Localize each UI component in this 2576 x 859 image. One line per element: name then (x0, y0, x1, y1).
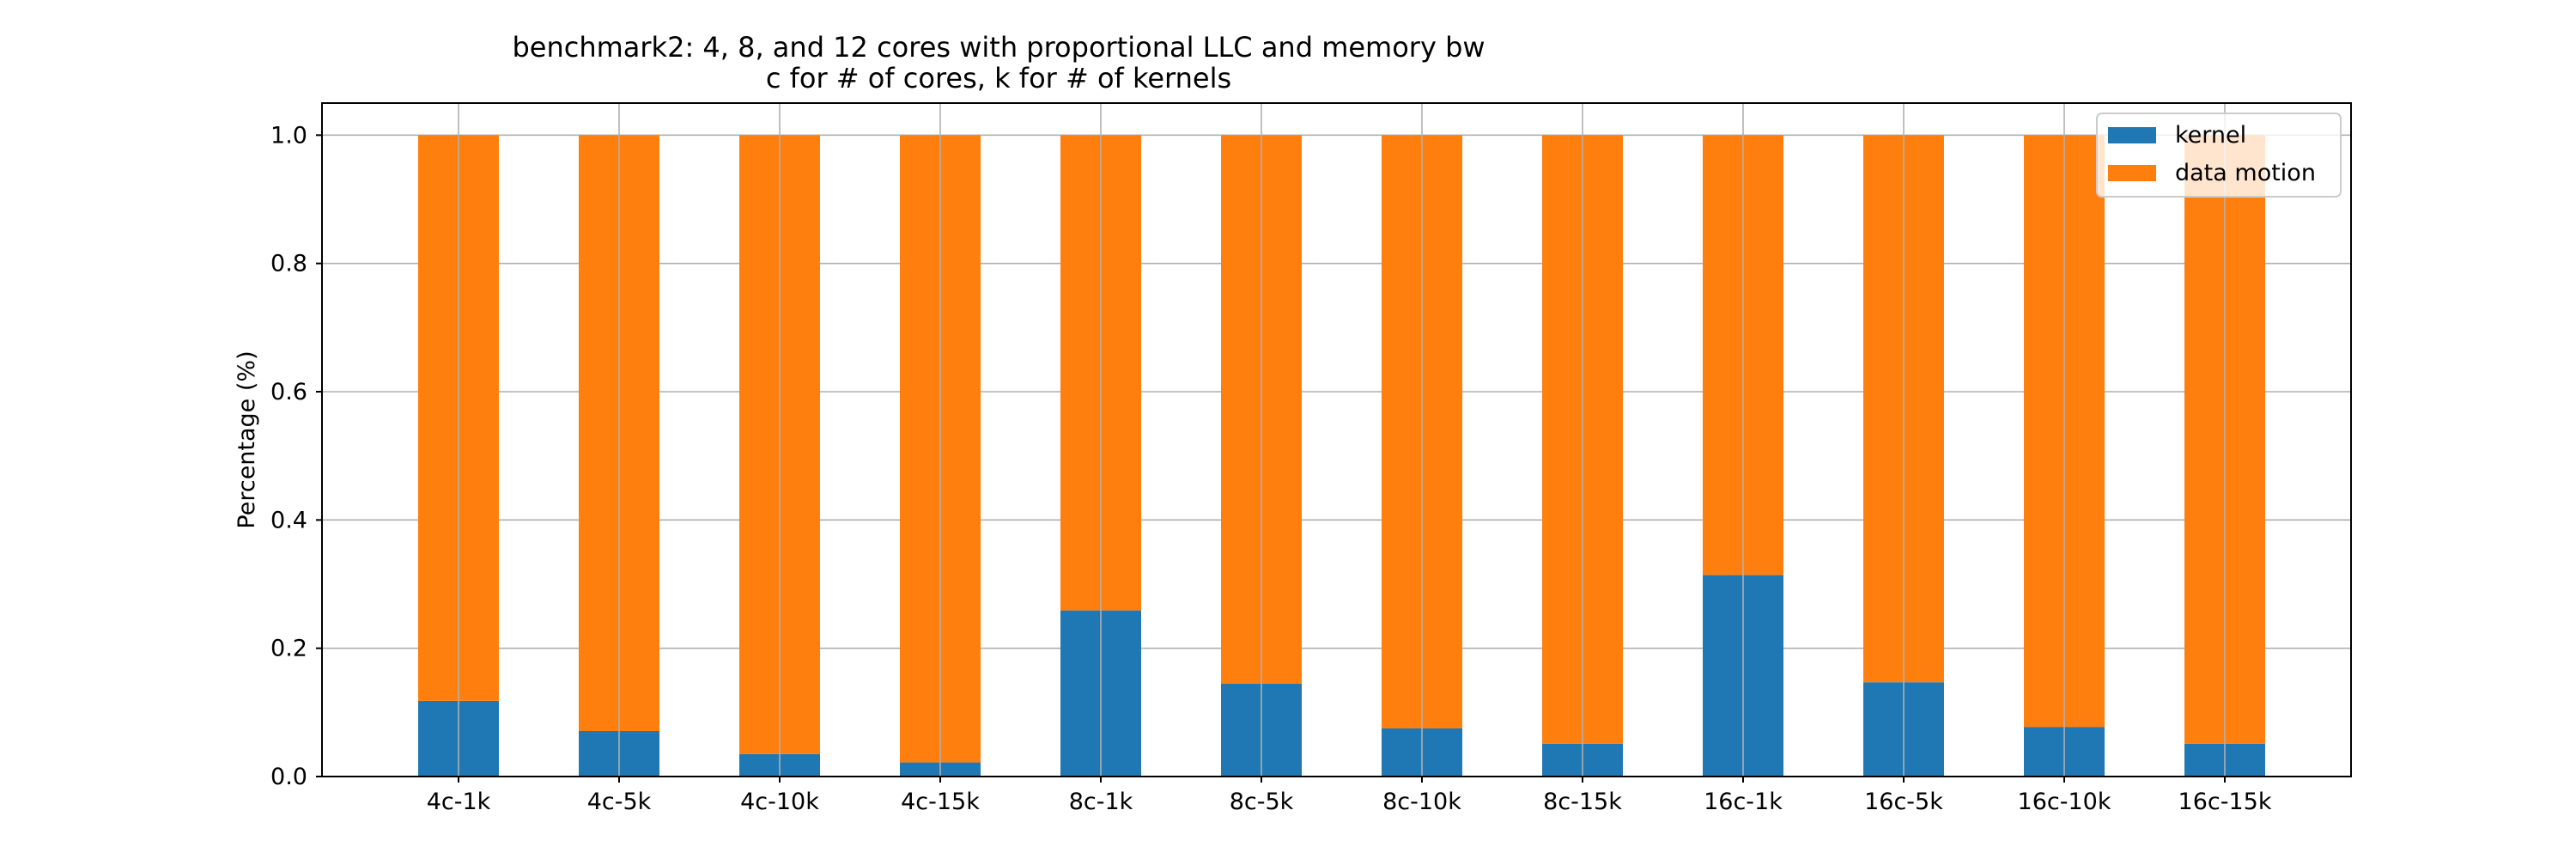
x-tick-label: 8c-1k (1069, 789, 1133, 815)
legend-label-data-motion: data motion (2175, 160, 2316, 186)
chart-title: benchmark2: 4, 8, and 12 cores with prop… (512, 31, 1485, 64)
x-tick-label: 4c-1k (427, 789, 491, 815)
y-tick-label: 0.6 (270, 379, 307, 405)
x-tick-label: 4c-15k (901, 789, 980, 815)
vertical-grid-layer (458, 103, 2226, 777)
plot-frame (321, 102, 2352, 777)
legend-box (2096, 113, 2342, 198)
x-tick-label: 16c-1k (1704, 789, 1783, 815)
x-tick-label: 8c-15k (1543, 789, 1622, 815)
ticks-layer: 0.0 0.2 0.4 0.6 0.8 1.0 4c-1k 4c-5k 4c-10k 4c-15k… (270, 122, 2272, 815)
y-tick-label: 1.0 (270, 122, 307, 149)
x-tick-label: 8c-5k (1230, 789, 1294, 815)
x-tick-label: 16c-10k (2018, 789, 2111, 815)
x-tick-label: 4c-10k (740, 789, 819, 815)
y-tick-label: 0.2 (270, 636, 307, 662)
x-tick-label: 16c-5k (1864, 789, 1943, 815)
x-tick-label: 16c-15k (2178, 789, 2272, 815)
x-tick-label: 4c-5k (587, 789, 652, 815)
chart-subtitle: c for # of cores, k for # of kernels (766, 62, 1231, 94)
legend: kernel data motion (2096, 113, 2342, 198)
legend-swatch-kernel (2108, 127, 2156, 143)
legend-label-kernel: kernel (2175, 122, 2246, 149)
legend-swatch-data-motion (2108, 165, 2156, 181)
x-tick-label: 8c-10k (1382, 789, 1461, 815)
y-tick-label: 0.8 (270, 251, 307, 277)
y-tick-label: 0.0 (270, 764, 307, 790)
y-tick-label: 0.4 (270, 507, 307, 533)
y-axis-label: Percentage (%) (234, 350, 260, 528)
